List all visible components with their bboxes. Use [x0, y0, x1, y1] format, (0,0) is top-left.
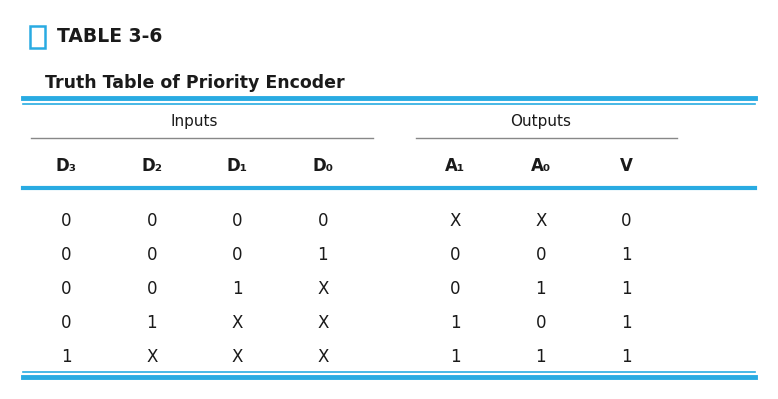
Text: 0: 0	[232, 246, 243, 265]
Text: 0: 0	[450, 246, 461, 265]
Text: 1: 1	[535, 280, 546, 298]
Text: V: V	[620, 156, 633, 175]
Text: 1: 1	[535, 348, 546, 366]
Text: 1: 1	[621, 246, 632, 265]
Text: 0: 0	[232, 212, 243, 231]
Text: 0: 0	[61, 246, 72, 265]
Text: X: X	[317, 348, 328, 366]
Text: 0: 0	[535, 314, 546, 332]
Text: 1: 1	[232, 280, 243, 298]
Text: 0: 0	[450, 280, 461, 298]
Text: 0: 0	[61, 314, 72, 332]
Text: X: X	[317, 314, 328, 332]
Text: 1: 1	[621, 314, 632, 332]
Text: A₁: A₁	[445, 156, 465, 175]
Text: X: X	[146, 348, 157, 366]
Text: 1: 1	[450, 348, 461, 366]
Text: X: X	[232, 314, 243, 332]
Text: X: X	[317, 280, 328, 298]
Text: 1: 1	[450, 314, 461, 332]
Text: X: X	[535, 212, 546, 231]
Text: 0: 0	[317, 212, 328, 231]
Text: 1: 1	[621, 348, 632, 366]
Text: 0: 0	[535, 246, 546, 265]
Text: 0: 0	[146, 212, 157, 231]
Text: Truth Table of Priority Encoder: Truth Table of Priority Encoder	[45, 74, 345, 92]
Text: X: X	[232, 348, 243, 366]
Text: D₃: D₃	[56, 156, 76, 175]
Text: 0: 0	[61, 280, 72, 298]
Text: 1: 1	[621, 280, 632, 298]
Text: 0: 0	[61, 212, 72, 231]
Text: A₀: A₀	[531, 156, 551, 175]
Text: D₁: D₁	[227, 156, 247, 175]
Text: 0: 0	[146, 246, 157, 265]
Text: 1: 1	[317, 246, 328, 265]
Text: 1: 1	[146, 314, 157, 332]
Text: D₂: D₂	[142, 156, 162, 175]
Text: TABLE 3-6: TABLE 3-6	[57, 28, 162, 46]
Bar	[30, 26, 45, 48]
Text: D₀: D₀	[313, 156, 333, 175]
Text: Inputs: Inputs	[170, 114, 219, 129]
Text: 0: 0	[146, 280, 157, 298]
Text: 0: 0	[621, 212, 632, 231]
Text: 1: 1	[61, 348, 72, 366]
Text: X: X	[450, 212, 461, 231]
Text: Outputs: Outputs	[510, 114, 571, 129]
